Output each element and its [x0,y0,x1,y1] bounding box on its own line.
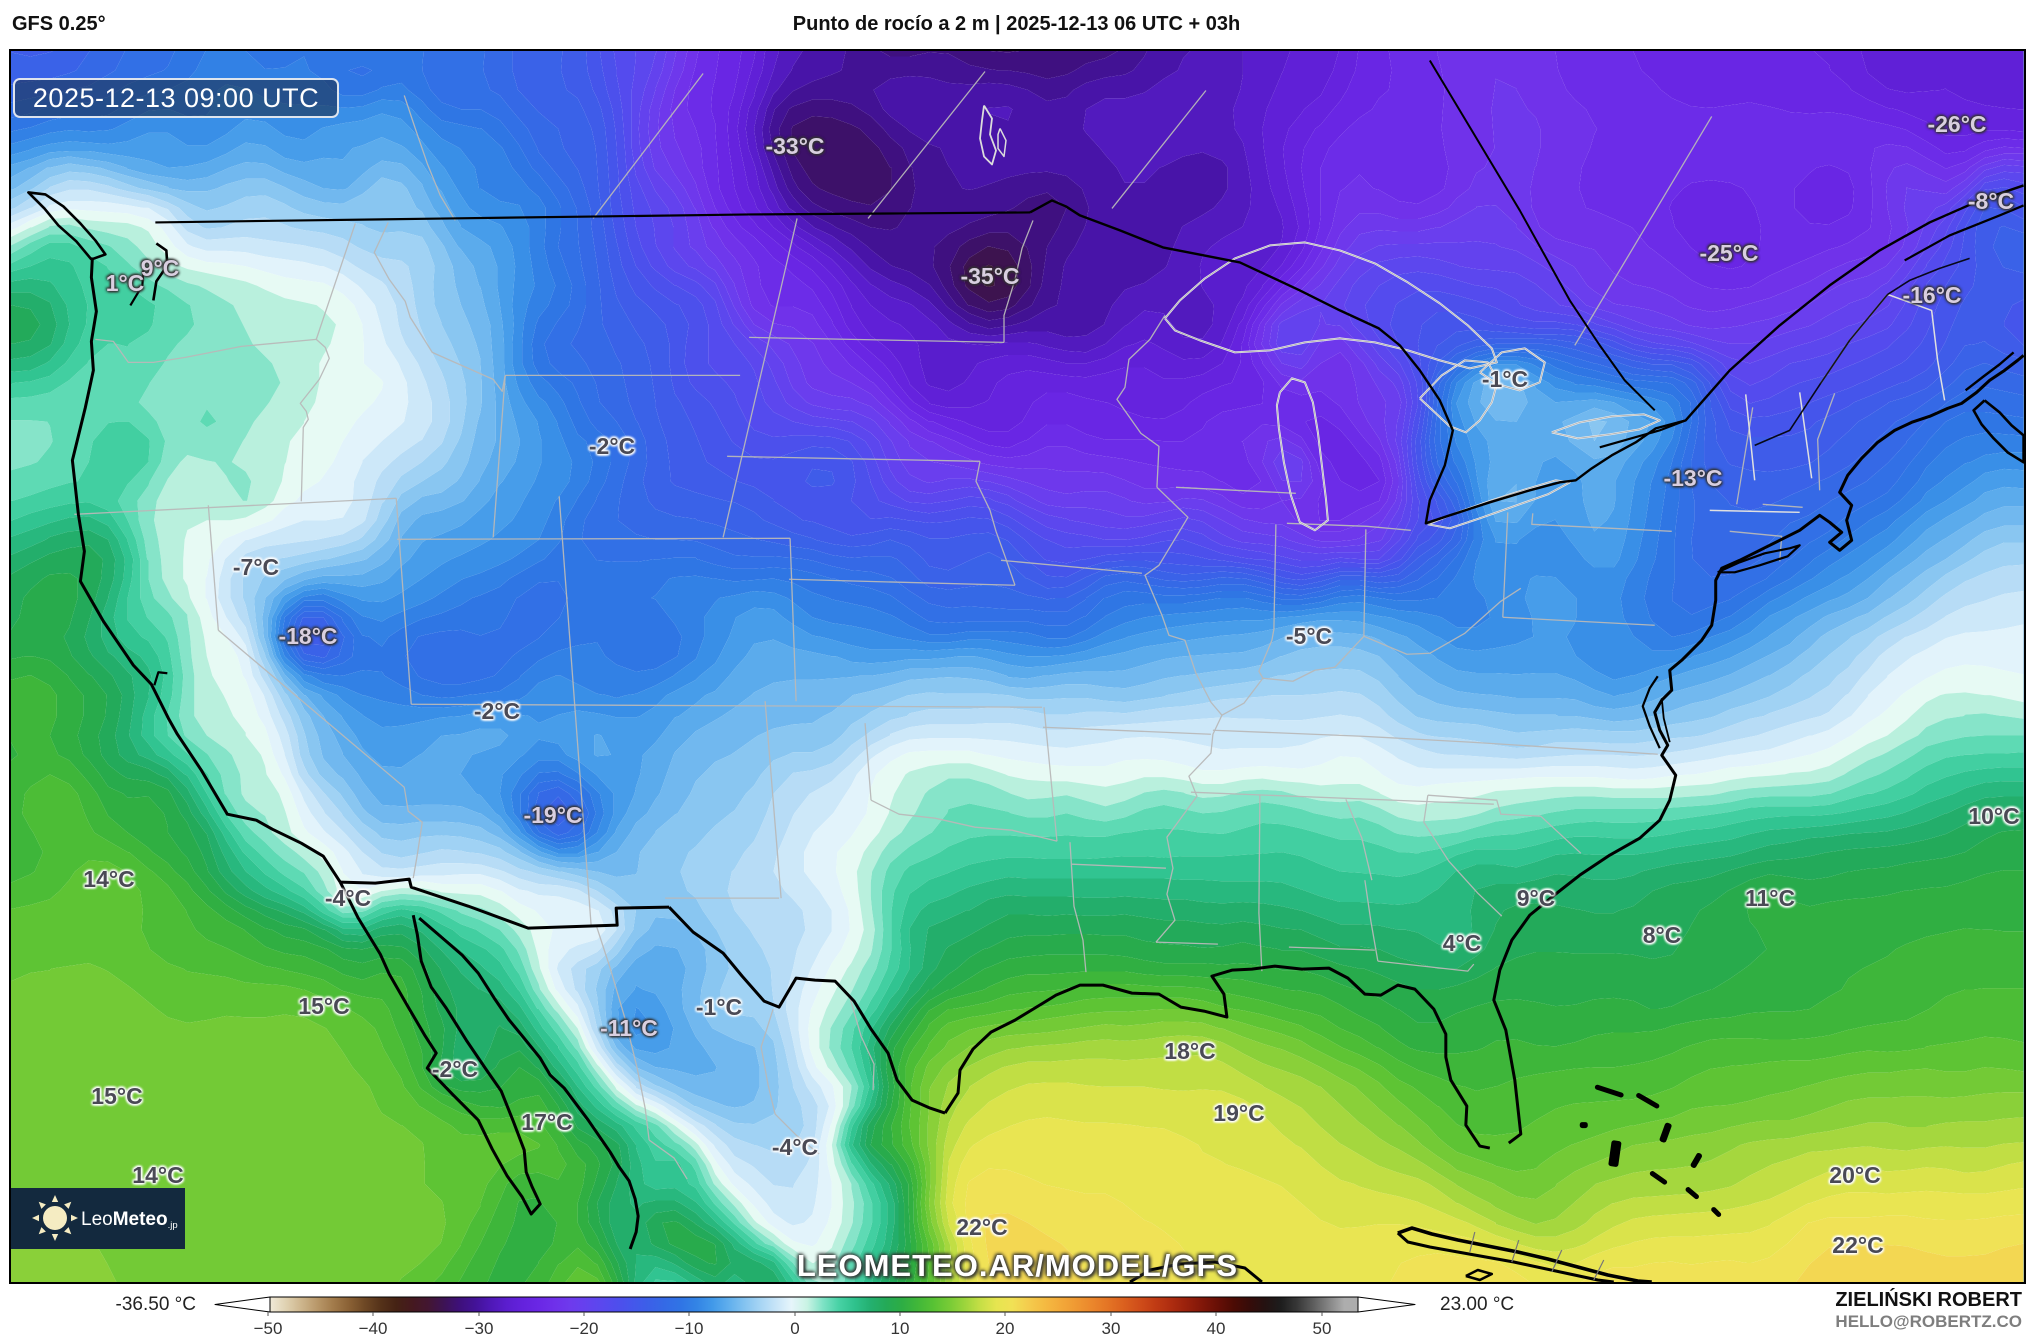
svg-text:50: 50 [1313,1319,1332,1338]
svg-text:40: 40 [1207,1319,1226,1338]
svg-text:−40: −40 [359,1319,388,1338]
svg-text:0: 0 [790,1319,799,1338]
svg-text:10: 10 [891,1319,910,1338]
svg-text:−30: −30 [465,1319,494,1338]
svg-text:LeoMeteo.jp: LeoMeteo.jp [81,1209,178,1231]
svg-text:-36.50 °C: -36.50 °C [116,1294,196,1315]
svg-text:−50: −50 [254,1319,283,1338]
svg-text:−10: −10 [675,1319,704,1338]
svg-text:30: 30 [1102,1319,1121,1338]
svg-text:−20: −20 [570,1319,599,1338]
svg-text:20: 20 [996,1319,1015,1338]
svg-text:23.00 °C: 23.00 °C [1440,1294,1514,1315]
